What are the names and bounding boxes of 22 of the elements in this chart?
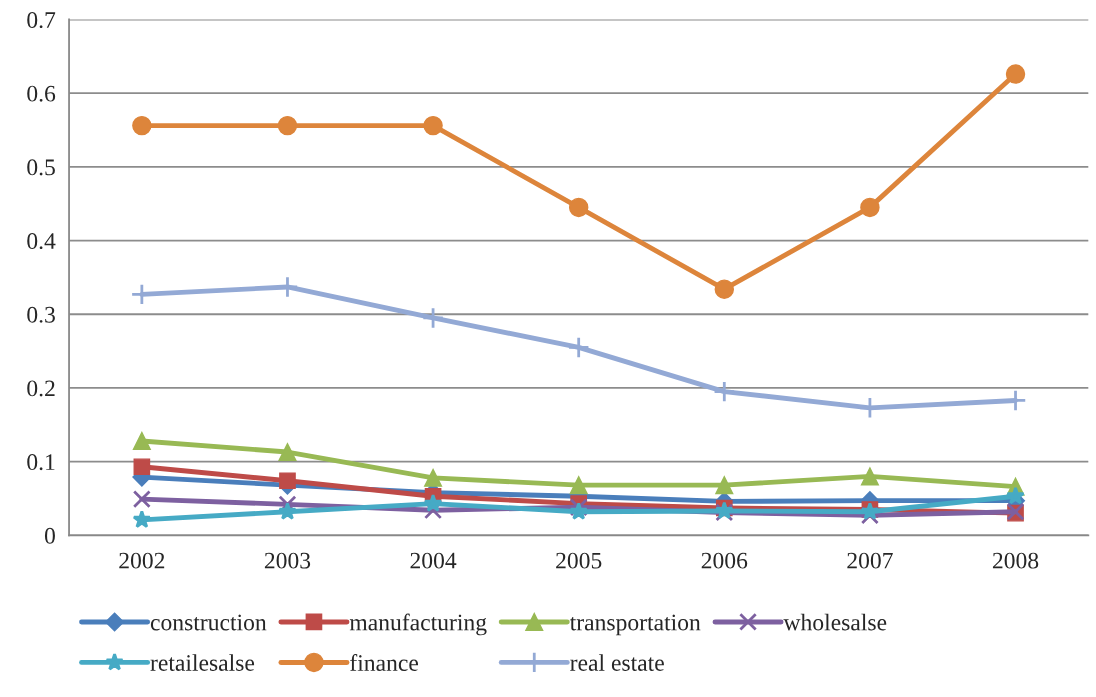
- y-tick-label: 0.4: [27, 233, 56, 250]
- legend-label: transportation: [569, 614, 701, 636]
- x-tick-label: 2002: [119, 552, 165, 569]
- y-tick-label: 0: [44, 527, 55, 544]
- x-tick-label: 2005: [556, 552, 602, 569]
- legend-label: finance: [350, 654, 419, 671]
- y-tick-label: 0.2: [27, 380, 55, 397]
- y-tick-label: 0.3: [27, 306, 55, 323]
- y-tick-label: 0.5: [27, 159, 55, 176]
- x-tick-label: 2004: [410, 552, 457, 569]
- x-tick-label: 2008: [992, 552, 1039, 569]
- legend-label: retailesalse: [150, 654, 255, 671]
- y-tick-label: 0.1: [27, 454, 55, 471]
- x-tick-label: 2003: [264, 552, 311, 569]
- x-tick-label: 2007: [847, 552, 893, 569]
- legend-label: construction: [150, 614, 267, 631]
- x-tick-label: 2006: [701, 552, 748, 569]
- legend-label: real estate: [570, 654, 664, 671]
- y-tick-label: 0.7: [27, 12, 56, 29]
- legend-label: wholesalse: [783, 613, 887, 631]
- y-tick-label: 0.6: [27, 85, 56, 102]
- legend-label: manufacturing: [349, 613, 487, 636]
